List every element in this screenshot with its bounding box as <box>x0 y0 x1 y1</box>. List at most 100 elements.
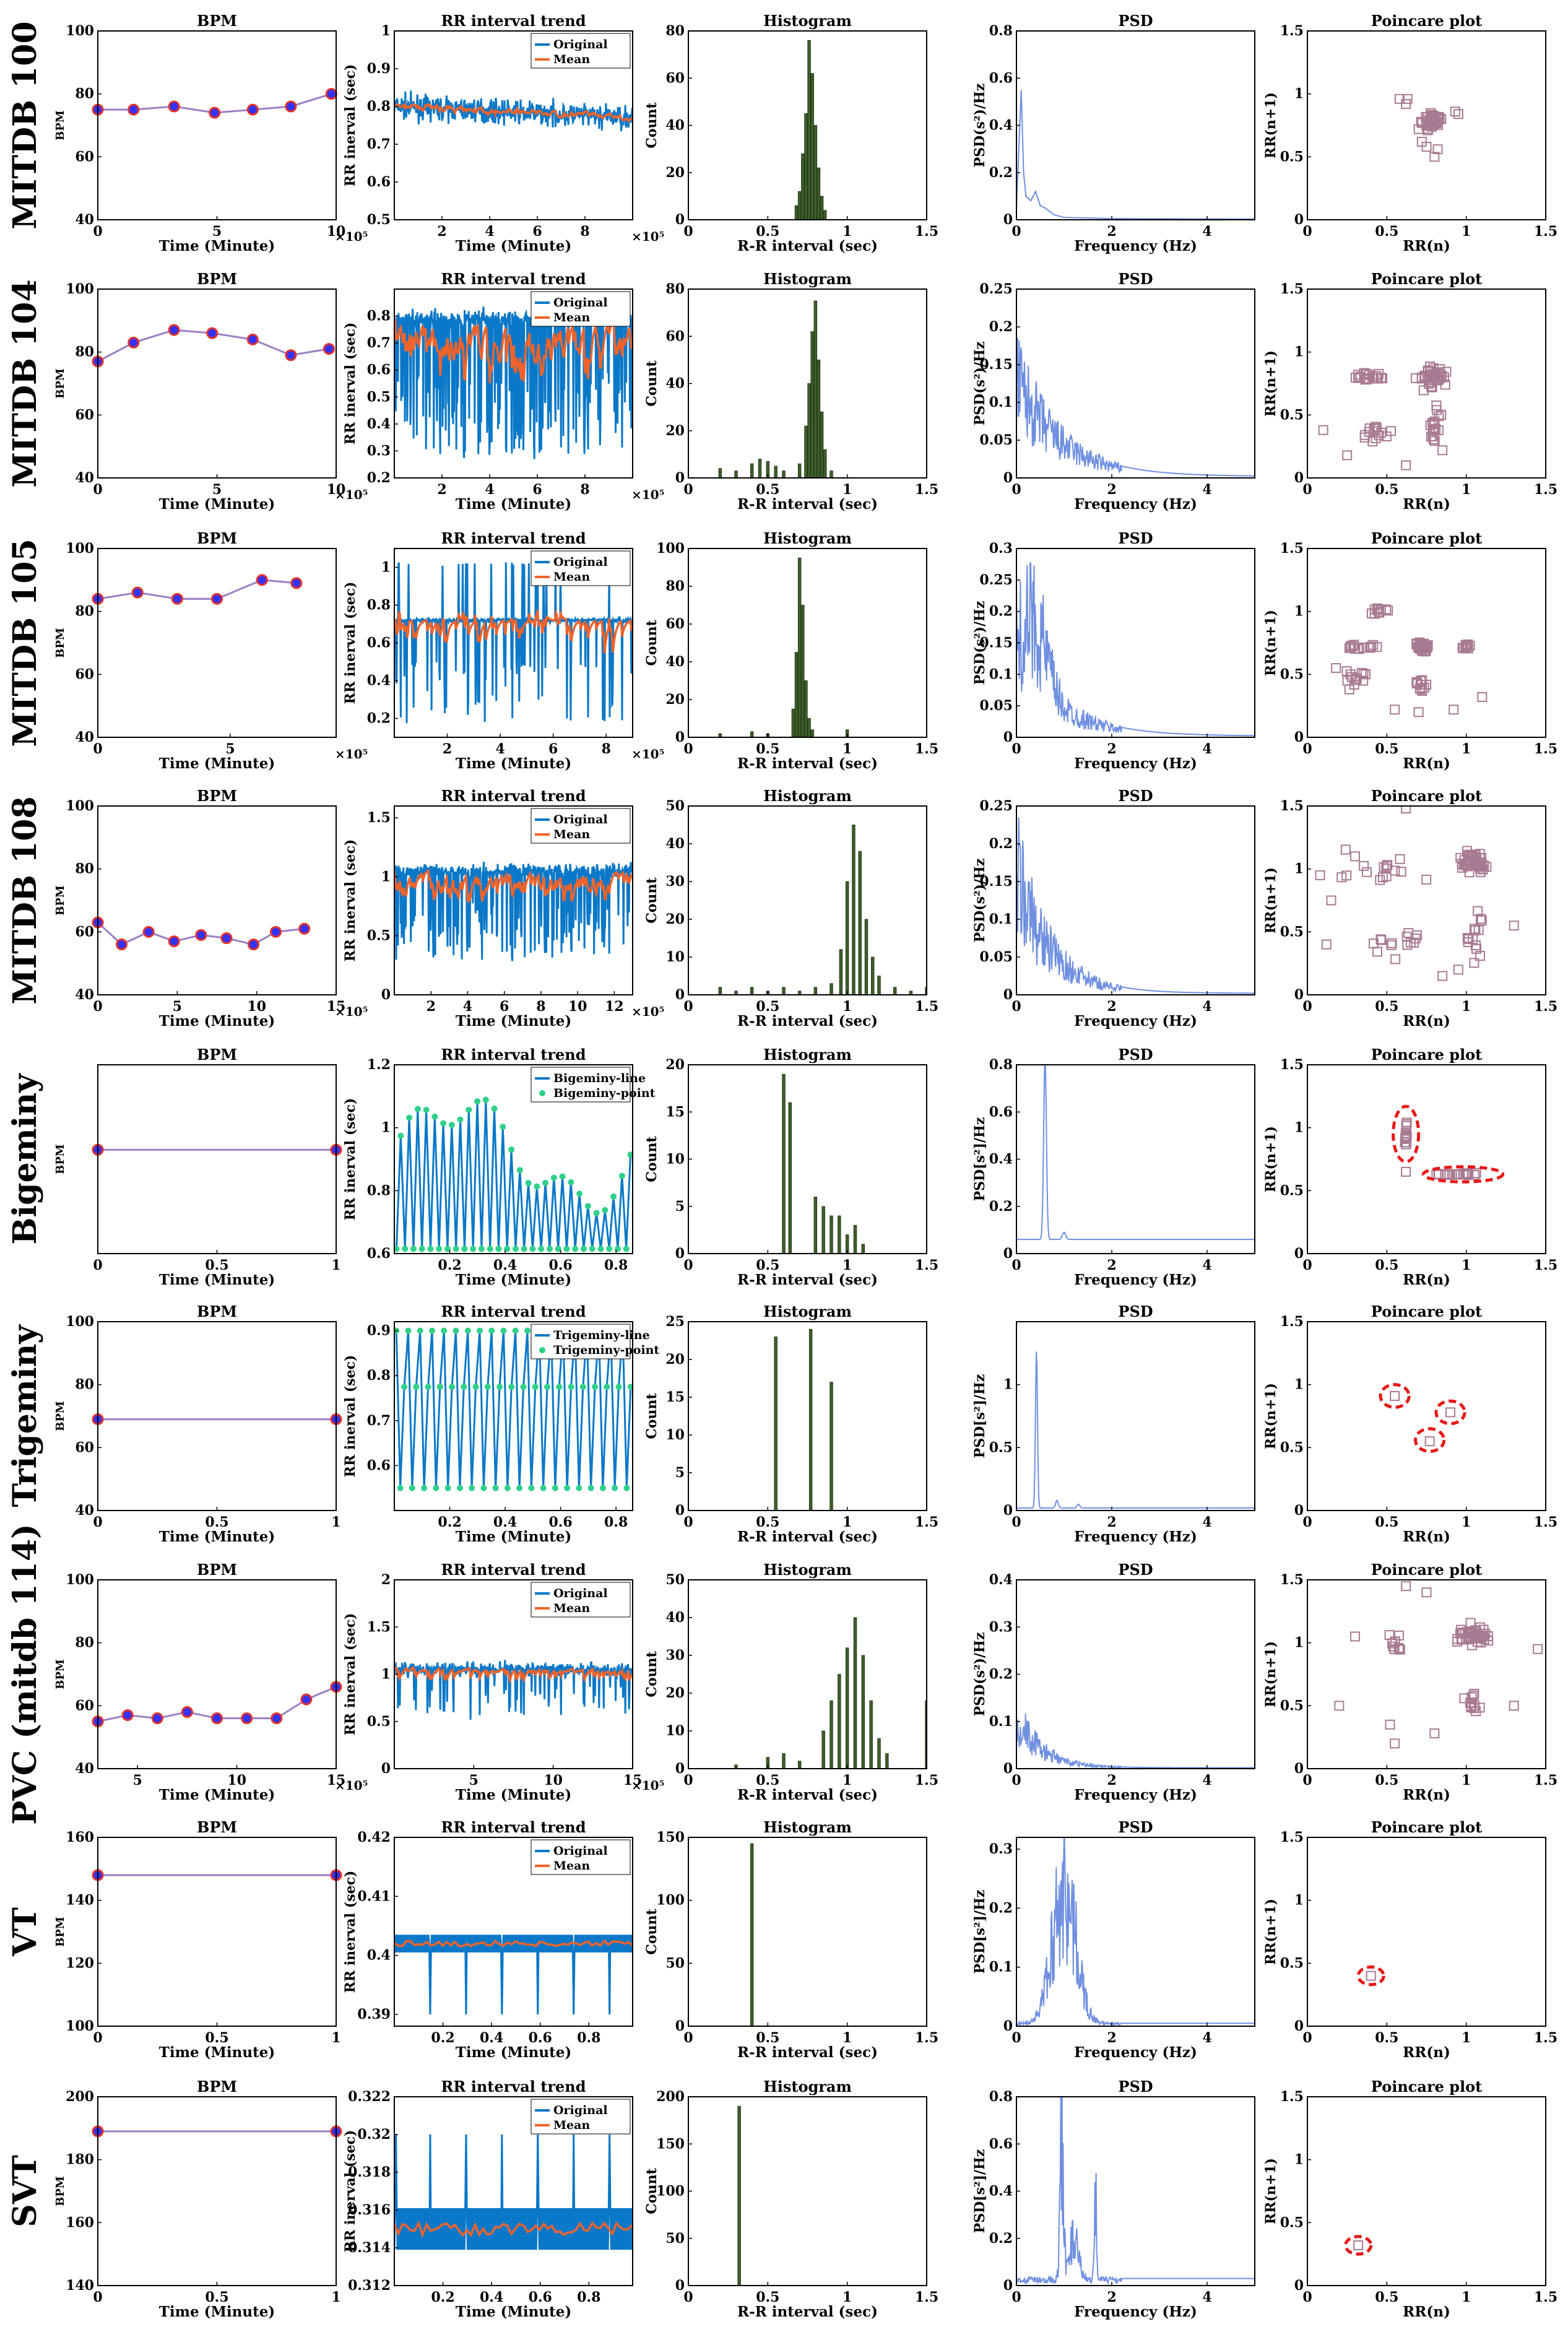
y-tick-label: 0.4 <box>367 1948 391 1964</box>
poincare-point <box>1442 1169 1452 1179</box>
panel <box>92 2096 342 2286</box>
y-tick-label: 150 <box>656 1829 685 1845</box>
histogram-bar <box>813 987 818 995</box>
row-label: Trigeminy <box>6 1324 44 1507</box>
x-tick-label: 15 <box>623 1772 643 1788</box>
y-tick-label: 1.5 <box>1280 2089 1304 2105</box>
poincare-point <box>1470 940 1481 951</box>
poincare-point <box>1401 98 1411 109</box>
x-tick-label: 1 <box>842 1772 852 1788</box>
x-axis-label: RR(n) <box>1403 2304 1450 2320</box>
rr-point <box>457 1116 464 1123</box>
y-tick-label: 0 <box>1294 1246 1304 1262</box>
poincare-point <box>1453 964 1463 975</box>
x-tick-label: 1.5 <box>915 223 938 240</box>
x-tick-label: 0.5 <box>1375 1514 1398 1530</box>
plot-area <box>782 1073 865 1254</box>
x-tick-label: 5 <box>212 482 222 498</box>
y-tick-label: 20 <box>665 911 685 927</box>
panel-title: PSD <box>1118 270 1153 288</box>
panel-title: RR interval trend <box>441 12 586 30</box>
x-tick-label: 0.4 <box>493 1257 517 1273</box>
y-tick-label: 0.15 <box>979 357 1013 373</box>
x-tick-label: 0 <box>1302 1257 1312 1273</box>
y-axis-label: RR(n+1) <box>1263 92 1279 158</box>
x-exponent: ×10⁵ <box>335 229 368 244</box>
legend-label: Mean <box>553 828 590 841</box>
y-axis-label: PSD(s²)/Hz <box>972 1632 988 1717</box>
plot-area <box>794 40 827 220</box>
x-tick-label: 1.5 <box>1534 1257 1557 1273</box>
y-tick-label: 60 <box>75 666 94 682</box>
y-tick-label: 1.5 <box>1280 281 1304 297</box>
poincare-point <box>1359 860 1369 871</box>
y-tick-label: 0.2 <box>989 319 1013 335</box>
x-exponent: ×10⁵ <box>335 1778 368 1793</box>
x-tick-label: 0.6 <box>529 2289 552 2305</box>
plot-area <box>734 1617 927 1769</box>
x-tick-label: 2 <box>1107 1514 1116 1530</box>
rr-point <box>576 1190 583 1197</box>
x-axis-label: Time (Minute) <box>456 2304 572 2320</box>
rr-point <box>500 1327 507 1334</box>
rr-point <box>418 1246 425 1252</box>
x-tick-label: 1 <box>842 2030 852 2046</box>
x-axis-label: Time (Minute) <box>456 496 572 513</box>
y-tick-label: 0.2 <box>989 165 1013 181</box>
rr-point <box>470 1246 477 1252</box>
x-axis-label: Time (Minute) <box>159 1013 275 1029</box>
x-tick-label: 2 <box>1107 1772 1116 1788</box>
panel <box>688 805 927 995</box>
bpm-point <box>206 327 219 339</box>
y-axis-label: RR(n+1) <box>1263 1383 1279 1449</box>
x-tick-label: 0 <box>683 223 693 240</box>
x-tick-label: 4 <box>1202 1514 1211 1530</box>
histogram-bar <box>810 729 814 737</box>
y-tick-label: 100 <box>66 798 94 814</box>
y-tick-label: 0.2 <box>367 470 391 486</box>
y-tick-label: 0.1 <box>989 911 1013 927</box>
panel <box>1307 1064 1546 1254</box>
plot-area <box>1390 1390 1455 1447</box>
rr-point <box>550 1174 557 1181</box>
rr-point <box>495 1246 502 1252</box>
panel-title: Histogram <box>763 12 852 30</box>
x-tick-label: 0 <box>1302 2030 1312 2046</box>
y-tick-label: 0.314 <box>348 2240 391 2256</box>
y-tick-label: 0 <box>1003 212 1013 228</box>
x-tick-label: 4 <box>495 741 505 757</box>
y-axis-label: Count <box>644 102 660 148</box>
x-axis-label: R-R interval (sec) <box>737 755 878 772</box>
y-tick-label: 0.42 <box>357 1829 391 1845</box>
y-tick-label: 100 <box>66 23 94 39</box>
y-tick-label: 0 <box>1294 470 1304 486</box>
y-tick-label: 0.5 <box>1280 407 1304 423</box>
plot-area <box>394 861 633 961</box>
y-axis-label: PSD(s²)/Hz <box>972 859 988 943</box>
panel-title: Poincare plot <box>1371 12 1482 30</box>
panel <box>688 1321 927 1511</box>
x-tick-label: 1.5 <box>1534 2030 1557 2046</box>
rr-point <box>512 1246 519 1252</box>
x-axis-label: R-R interval (sec) <box>737 238 878 254</box>
y-tick-label: 0.6 <box>367 174 391 190</box>
poincare-point <box>1426 431 1436 442</box>
rr-point <box>487 1246 493 1252</box>
poincare-point <box>1346 641 1356 651</box>
bpm-point <box>121 1709 134 1722</box>
y-axis-label: RR(n+1) <box>1263 1899 1279 1965</box>
rr-point <box>529 1246 536 1252</box>
panel <box>1307 1321 1546 1511</box>
bpm-point <box>246 103 259 116</box>
plot-area <box>1331 603 1488 717</box>
x-tick-label: 1 <box>842 1257 852 1273</box>
rr-point <box>544 1384 551 1390</box>
panel <box>394 1579 633 1769</box>
x-axis-label: Frequency (Hz) <box>1074 496 1197 513</box>
legend-label: Mean <box>553 570 590 584</box>
y-axis-label: Count <box>644 619 660 665</box>
poincare-point <box>1389 1644 1400 1655</box>
y-axis-label: BPM <box>54 1401 67 1431</box>
y-axis-label: PSD(s²)/Hz <box>972 84 988 168</box>
rr-point <box>441 1327 448 1334</box>
